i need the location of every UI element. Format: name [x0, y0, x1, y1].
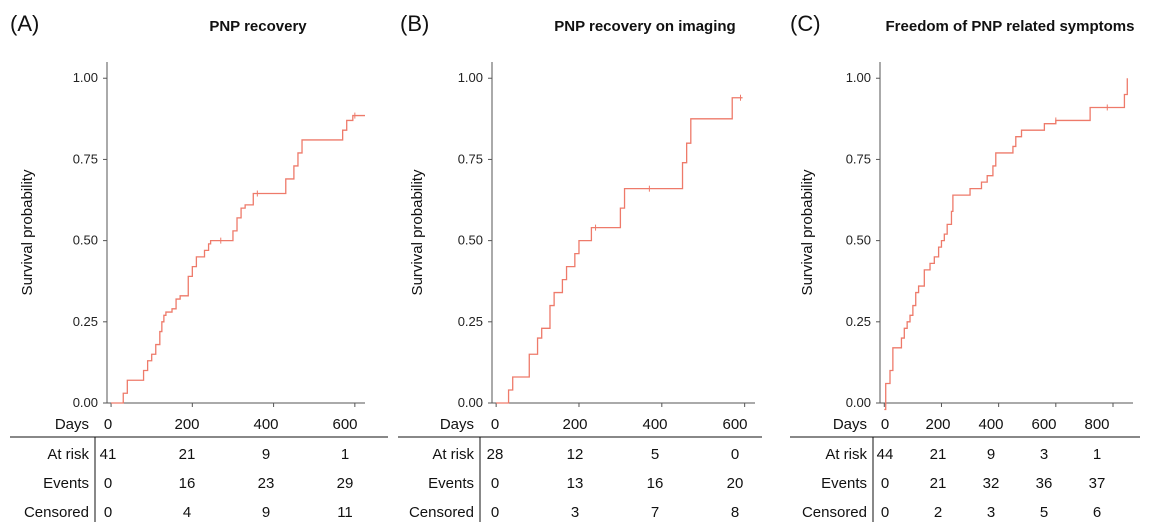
table-cell: 23: [258, 475, 275, 492]
table-cell: 1: [1093, 446, 1101, 463]
y-tick-label: 1.00: [846, 70, 871, 85]
panel-label: (B): [400, 11, 429, 36]
y-tick-label: 0.25: [73, 314, 98, 329]
x-tick-label: 400: [978, 416, 1003, 433]
y-axis-label: Survival probability: [409, 169, 426, 295]
x-tick-label: 200: [174, 416, 199, 433]
table-cell: 28: [487, 446, 504, 463]
table-cell: 0: [491, 475, 499, 492]
y-tick-label: 0.00: [458, 395, 483, 410]
table-cell: 21: [930, 475, 947, 492]
table-row-label: Events: [821, 475, 867, 492]
y-tick-label: 0.00: [73, 395, 98, 410]
table-row-label: Events: [428, 475, 474, 492]
y-tick-label: 0.50: [846, 233, 871, 248]
table-row-label: At risk: [432, 446, 474, 463]
table-row-label: At risk: [825, 446, 867, 463]
x-axis-label: Days: [55, 416, 89, 433]
panel-a: (A) PNP recovery Survival probability 0.00 0…: [0, 0, 390, 522]
table-row-label: At risk: [47, 446, 89, 463]
km-chart-a: (A) PNP recovery Survival probability 0.00 0…: [10, 11, 388, 522]
table-cell: 32: [983, 475, 1000, 492]
survival-curve: [496, 97, 743, 404]
survival-curve: [884, 78, 1128, 411]
x-axis-label: Days: [440, 416, 474, 433]
table-cell: 12: [567, 446, 584, 463]
y-tick-label: 0.00: [846, 395, 871, 410]
chart-title: PNP recovery on imaging: [554, 18, 735, 35]
table-cell: 0: [881, 475, 889, 492]
km-chart-c: (C) Freedom of PNP related symptoms Surviv…: [790, 11, 1140, 522]
x-tick-label: 400: [253, 416, 278, 433]
table-cell: 4: [183, 504, 191, 521]
chart-title: PNP recovery: [209, 18, 307, 35]
table-cell: 16: [179, 475, 196, 492]
panel-c: (C) Freedom of PNP related symptoms Surviv…: [780, 0, 1158, 522]
table-row-label: Censored: [802, 504, 867, 521]
table-cell: 5: [1040, 504, 1048, 521]
y-tick-label: 0.25: [846, 314, 871, 329]
x-tick-label: 0: [491, 416, 499, 433]
table-cell: 9: [987, 446, 995, 463]
y-tick-label: 0.50: [73, 233, 98, 248]
table-cell: 6: [1093, 504, 1101, 521]
y-tick-label: 0.75: [458, 151, 483, 166]
table-cell: 0: [104, 504, 112, 521]
table-cell: 0: [104, 475, 112, 492]
table-cell: 2: [934, 504, 942, 521]
table-cell: 21: [179, 446, 196, 463]
x-tick-label: 600: [722, 416, 747, 433]
y-tick-label: 0.50: [458, 233, 483, 248]
table-cell: 9: [262, 504, 270, 521]
y-tick-label: 0.75: [73, 151, 98, 166]
x-tick-label: 800: [1084, 416, 1109, 433]
table-cell: 8: [731, 504, 739, 521]
table-cell: 37: [1089, 475, 1106, 492]
table-cell: 0: [491, 504, 499, 521]
table-cell: 3: [571, 504, 579, 521]
x-tick-label: 400: [642, 416, 667, 433]
table-cell: 36: [1036, 475, 1053, 492]
km-chart-b: (B) PNP recovery on imaging Survival proba…: [398, 11, 762, 522]
y-axis-label: Survival probability: [19, 169, 36, 295]
x-tick-label: 600: [332, 416, 357, 433]
y-axis-label: Survival probability: [799, 169, 816, 295]
table-cell: 11: [337, 504, 353, 521]
y-tick-label: 0.75: [846, 151, 871, 166]
table-cell: 0: [731, 446, 739, 463]
table-row-label: Censored: [24, 504, 89, 521]
x-tick-label: 0: [104, 416, 112, 433]
table-cell: 0: [881, 504, 889, 521]
panel-label: (C): [790, 11, 821, 36]
table-row-label: Events: [43, 475, 89, 492]
x-tick-label: 0: [881, 416, 889, 433]
table-cell: 3: [1040, 446, 1048, 463]
survival-curve: [111, 114, 365, 404]
panel-label: (A): [10, 11, 39, 36]
table-row-label: Censored: [409, 504, 474, 521]
table-cell: 9: [262, 446, 270, 463]
y-tick-label: 1.00: [73, 70, 98, 85]
table-cell: 29: [337, 475, 354, 492]
x-tick-label: 200: [562, 416, 587, 433]
x-axis-label: Days: [833, 416, 867, 433]
chart-title: Freedom of PNP related symptoms: [886, 18, 1135, 35]
table-cell: 1: [341, 446, 349, 463]
y-tick-label: 1.00: [458, 70, 483, 85]
table-cell: 16: [647, 475, 664, 492]
x-tick-label: 600: [1031, 416, 1056, 433]
table-cell: 7: [651, 504, 659, 521]
x-tick-label: 200: [925, 416, 950, 433]
table-cell: 5: [651, 446, 659, 463]
table-cell: 21: [930, 446, 947, 463]
table-cell: 20: [727, 475, 744, 492]
table-cell: 3: [987, 504, 995, 521]
table-cell: 13: [567, 475, 584, 492]
table-cell: 41: [100, 446, 117, 463]
table-cell: 44: [877, 446, 894, 463]
panel-b: (B) PNP recovery on imaging Survival proba…: [390, 0, 780, 522]
y-tick-label: 0.25: [458, 314, 483, 329]
